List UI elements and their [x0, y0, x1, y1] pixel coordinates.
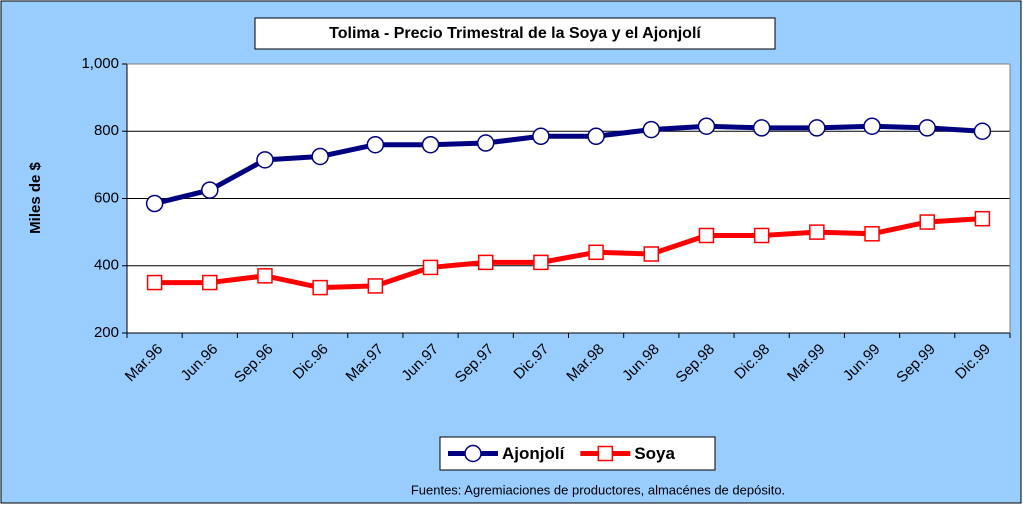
- data-point: [973, 122, 992, 140]
- data-point: [367, 278, 384, 294]
- y-tick-label: 600: [94, 189, 119, 206]
- data-point: [312, 279, 328, 296]
- y-tick-label: 400: [94, 257, 119, 274]
- data-point: [146, 274, 163, 291]
- data-point: [698, 227, 715, 244]
- data-point: [808, 119, 826, 137]
- data-point: [201, 181, 219, 199]
- data-point: [256, 151, 274, 169]
- data-point: [752, 119, 771, 137]
- title-box: [254, 17, 776, 50]
- data-point: [311, 147, 329, 166]
- data-point: [642, 120, 661, 139]
- data-point: [974, 210, 991, 227]
- y-axis-label: Miles de $: [27, 161, 44, 233]
- legend-marker: [464, 444, 482, 463]
- chart-title: Tolima - Precio Trimestral de la Soya y …: [329, 25, 701, 42]
- data-point: [532, 127, 550, 146]
- data-point: [588, 244, 604, 261]
- series-line: [154, 216, 983, 291]
- data-point: [587, 127, 605, 146]
- data-point: [643, 246, 660, 262]
- y-tick-label: 1,000: [81, 55, 119, 72]
- data-point: [753, 227, 770, 244]
- y-tick-label: 200: [94, 324, 119, 341]
- data-point: [918, 119, 936, 137]
- legend-label: Soya: [634, 444, 675, 463]
- data-point: [422, 259, 439, 276]
- y-tick-label: 800: [94, 122, 119, 139]
- data-point: [476, 134, 495, 152]
- data-point: [257, 268, 273, 284]
- data-point: [477, 254, 494, 271]
- footnote: Fuentes: Agremiaciones de productores, a…: [411, 482, 785, 497]
- data-point: [864, 226, 880, 242]
- data-point: [421, 135, 440, 154]
- data-point: [863, 117, 881, 135]
- data-point: [697, 117, 716, 135]
- data-point: [919, 214, 935, 230]
- data-point: [533, 254, 549, 271]
- series-line: [154, 123, 983, 206]
- legend-label: Ajonjolí: [502, 444, 566, 463]
- data-point: [809, 224, 825, 240]
- data-point: [366, 135, 385, 154]
- data-point: [145, 194, 164, 213]
- data-point: [202, 274, 218, 291]
- legend-marker: [597, 445, 614, 462]
